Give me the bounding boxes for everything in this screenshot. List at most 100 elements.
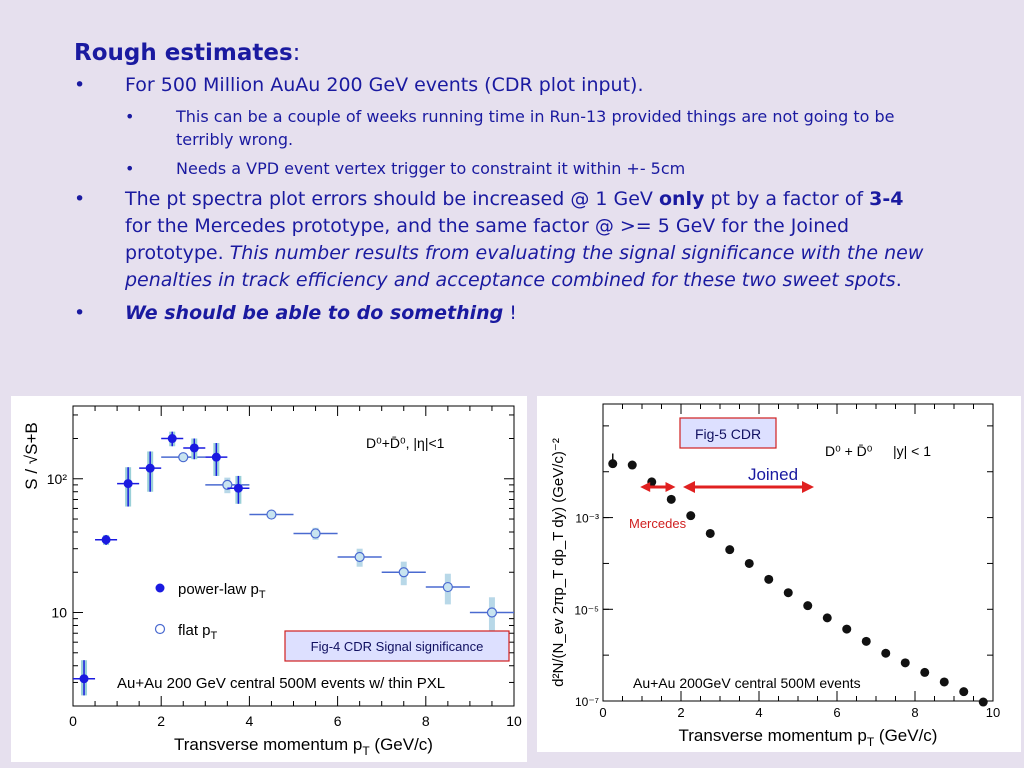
text-run: pt by a factor of: [704, 188, 870, 210]
text-run: !: [503, 302, 517, 324]
x-axis-label: Transverse momentum pT (GeV/c): [174, 735, 433, 758]
caption-box: [679, 417, 777, 449]
heading-colon: :: [292, 40, 301, 66]
x-tick-label: 8: [422, 713, 430, 729]
legend-marker-open: [154, 623, 166, 635]
y-tick-label: 10⁻⁵: [574, 603, 599, 617]
text-run-bold: 3-4: [869, 188, 904, 210]
channel-annotation: D⁰+D̄⁰, |η|<1: [366, 435, 445, 451]
bullet-marker: •: [74, 188, 86, 210]
x-axis-label: Transverse momentum pT (GeV/c): [679, 726, 938, 749]
data-point-filled: [211, 452, 221, 462]
data-point-open: [354, 551, 365, 563]
caption-text: Fig-4 CDR Signal significance: [311, 639, 484, 654]
x-tick-label: 6: [334, 713, 342, 729]
event-note: Au+Au 200 GeV central 500M events w/ thi…: [117, 675, 445, 692]
data-point: [705, 528, 715, 538]
data-point: [920, 667, 930, 677]
bullet-text: The pt spectra plot errors should be inc…: [125, 186, 934, 294]
joined-label: Joined: [748, 465, 798, 484]
heading-text: Rough estimates: [74, 40, 293, 66]
mercedes-label: Mercedes: [629, 516, 687, 531]
text-run-bold: only: [658, 188, 705, 210]
data-point: [959, 687, 969, 697]
bullet-spectra: • The pt spectra plot errors should be i…: [74, 186, 934, 294]
data-point-filled: [167, 434, 177, 444]
x-tick-label: 4: [246, 713, 254, 729]
data-point: [939, 677, 949, 687]
data-point-open: [266, 509, 277, 520]
joined-arrow-head-left: [683, 481, 695, 493]
bullet-events: • For 500 Million AuAu 200 GeV events (C…: [74, 72, 934, 99]
x-tick-label: 2: [677, 705, 684, 720]
slide-heading: Rough estimates:: [74, 40, 934, 66]
channel-annotation: D⁰ + D̄⁰: [825, 443, 873, 459]
data-point: [627, 460, 637, 470]
data-point: [783, 588, 793, 598]
x-tick-label: 10: [506, 713, 522, 729]
y-tick-label: 10²: [47, 471, 68, 487]
data-point-open: [486, 607, 498, 618]
legend-label-power-law: power-law pT: [178, 581, 266, 601]
text-run-bold-italic: We should be able to do something: [125, 302, 504, 324]
caption-text: Fig-5 CDR: [695, 426, 761, 442]
x-tick-label: 2: [157, 713, 165, 729]
caption-box: [284, 630, 510, 662]
data-point: [686, 511, 696, 521]
data-point: [666, 494, 676, 504]
y-tick-label: 10⁻⁷: [575, 695, 599, 709]
data-point-open: [442, 581, 453, 593]
data-point: [608, 459, 618, 469]
x-tick-label: 6: [833, 705, 840, 720]
plot-frame: [602, 403, 994, 702]
subbullet-vpd: • Needs a VPD event vertex trigger to co…: [125, 157, 934, 180]
bullet-marker: •: [74, 302, 86, 324]
data-point: [842, 624, 852, 634]
fig5-panel: 0 2 4 6 8 10 10⁻⁷ 10⁻⁵ 10⁻³ Transverse momentum p…: [537, 396, 1021, 752]
bullet-text: For 500 Million AuAu 200 GeV events (CDR…: [125, 74, 644, 96]
legend-marker-filled: [155, 583, 165, 593]
mercedes-arrow-head-right: [665, 482, 676, 492]
y-tick-label: 10⁻³: [575, 512, 599, 526]
data-point-filled: [123, 479, 133, 489]
subbullet-runtime: • This can be a couple of weeks running …: [125, 105, 934, 151]
data-point-open: [178, 452, 189, 463]
text-run: for the Mercedes prototype, and the same…: [125, 215, 850, 264]
bullet-conclusion: • We should be able to do something !: [74, 300, 934, 327]
y-axis-label: S / √S+B: [22, 422, 41, 489]
fig4-panel: 0 2 4 6 8 10 10 10² Transverse momentum pT (GeV/…: [11, 396, 527, 762]
data-point: [725, 545, 735, 555]
text-run-italic: This number results from evaluating the …: [125, 242, 924, 291]
bullet-text: This can be a couple of weeks running ti…: [176, 107, 895, 149]
fig4-chart: 0 2 4 6 8 10 10 10² Transverse momentum pT (GeV/…: [22, 405, 522, 758]
data-point-filled: [145, 463, 155, 473]
text-run: The pt spectra plot errors should be inc…: [125, 188, 659, 210]
data-point-filled: [233, 483, 243, 493]
bullet-marker: •: [74, 74, 86, 96]
data-point-filled: [101, 535, 111, 545]
data-point: [764, 574, 774, 584]
x-tick-label: 4: [755, 705, 762, 720]
data-point: [803, 601, 813, 611]
mercedes-arrow-head-left: [640, 482, 651, 492]
data-point-filled: [79, 674, 89, 684]
data-point: [978, 697, 988, 707]
slide-text: Rough estimates: • For 500 Million AuAu …: [74, 40, 934, 327]
bullet-text: We should be able to do something !: [125, 300, 934, 327]
data-point: [744, 558, 754, 568]
bullet-text: Needs a VPD event vertex trigger to cons…: [176, 159, 686, 178]
y-axis-label: d²N/(N_ev 2πp_T dp_T dy) (GeV/c)⁻²: [550, 438, 567, 687]
rapidity-annotation: |y| < 1: [893, 443, 931, 459]
bullet-marker: •: [125, 107, 135, 126]
y-tick-label: 10: [51, 605, 67, 621]
bullet-marker: •: [125, 159, 135, 178]
data-point-open: [398, 567, 409, 578]
legend-label-flat: flat pT: [178, 622, 218, 642]
x-tick-label: 8: [911, 705, 918, 720]
joined-arrow-head-right: [802, 481, 814, 493]
data-point: [881, 648, 891, 658]
x-tick-label: 0: [599, 705, 606, 720]
data-point: [900, 658, 910, 668]
x-tick-label: 0: [69, 713, 77, 729]
data-point: [861, 636, 871, 646]
